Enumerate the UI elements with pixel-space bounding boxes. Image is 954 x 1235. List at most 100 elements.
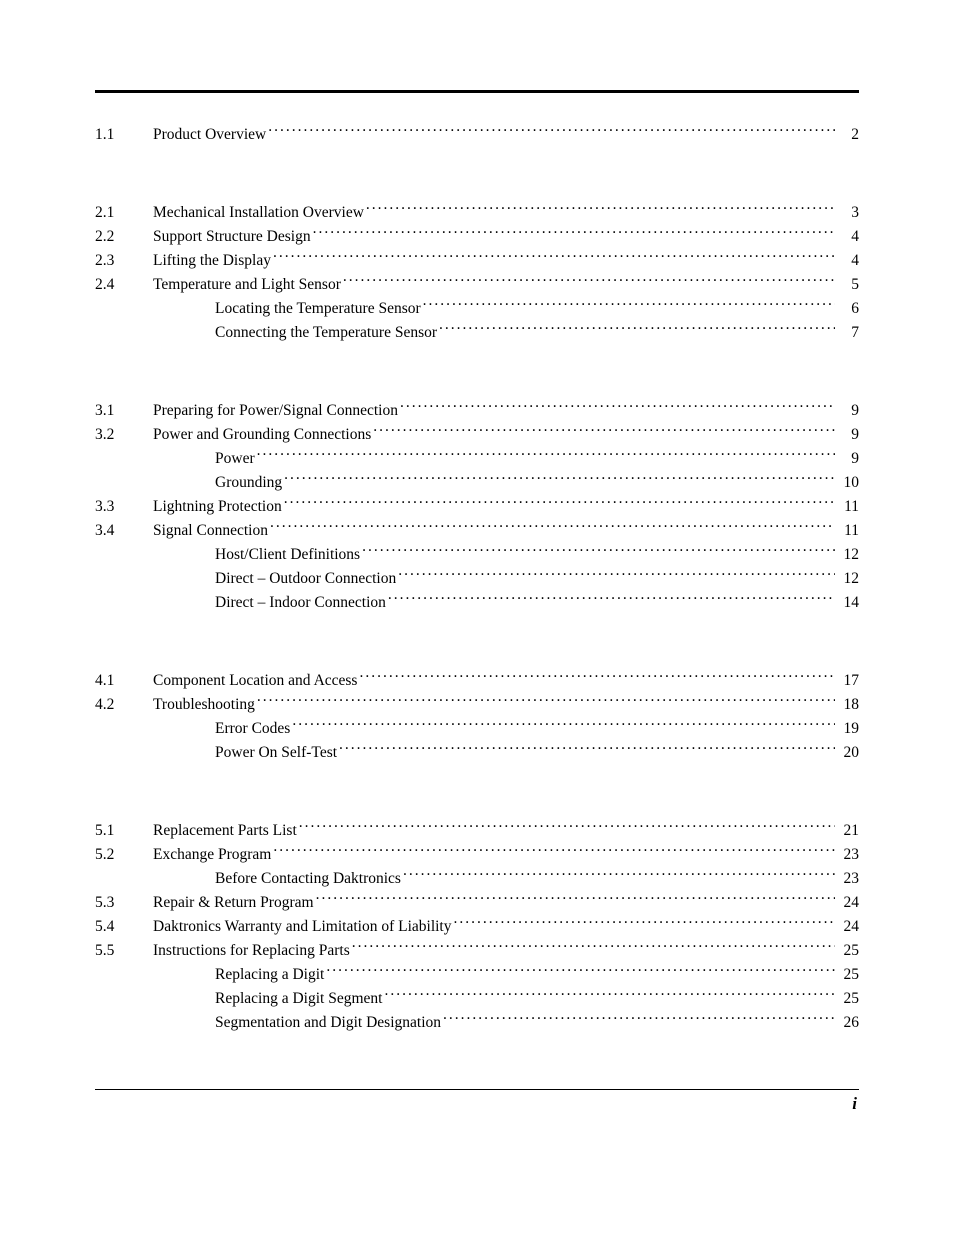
toc-entry-title: Replacing a Digit Segment [215, 987, 382, 1011]
toc-entry-title: Support Structure Design [153, 225, 311, 249]
toc-leader-dots [273, 844, 835, 860]
toc-entry-page: 18 [837, 693, 859, 717]
toc-leader-dots [257, 448, 835, 464]
toc-leader-dots [299, 820, 835, 836]
toc-entry-page: 11 [837, 495, 859, 519]
toc-entry-page: 5 [837, 273, 859, 297]
toc-entry-number: 4.1 [95, 669, 153, 693]
toc-leader-dots [423, 298, 835, 314]
toc-entry-page: 10 [837, 471, 859, 495]
toc-section: 3.1Preparing for Power/Signal Connection… [95, 399, 859, 615]
toc-leader-dots [326, 964, 835, 980]
toc-leader-dots [403, 868, 835, 884]
toc-entry-page: 4 [837, 249, 859, 273]
toc-leader-dots [284, 496, 835, 512]
toc-entry-title: Temperature and Light Sensor [153, 273, 341, 297]
toc-entry-title: Lightning Protection [153, 495, 282, 519]
toc-entry: Connecting the Temperature Sensor 7 [95, 321, 859, 345]
toc-entry-page: 2 [837, 123, 859, 147]
toc-entry-page: 19 [837, 717, 859, 741]
toc-leader-dots [359, 670, 835, 686]
toc-entry-page: 24 [837, 891, 859, 915]
toc-entry-page: 4 [837, 225, 859, 249]
toc-entry-title: Exchange Program [153, 843, 271, 867]
toc-entry-page: 25 [837, 987, 859, 1011]
toc-leader-dots [443, 1012, 835, 1028]
table-of-contents: 1.1Product Overview2 2.1Mechanical Instal… [95, 123, 859, 1035]
toc-entry-number: 3.1 [95, 399, 153, 423]
toc-section: 4.1Component Location and Access174.2Tro… [95, 669, 859, 765]
toc-entry-number: 3.4 [95, 519, 153, 543]
toc-entry-number: 3.2 [95, 423, 153, 447]
toc-entry: 5.4Daktronics Warranty and Limitation of… [95, 915, 859, 939]
toc-entry-title: Connecting the Temperature Sensor [215, 321, 437, 345]
toc-entry: 5.3Repair & Return Program24 [95, 891, 859, 915]
toc-entry-number: 1.1 [95, 123, 153, 147]
toc-entry: 3.3Lightning Protection11 [95, 495, 859, 519]
toc-leader-dots [388, 592, 835, 608]
toc-entry: Replacing a Digit25 [95, 963, 859, 987]
toc-entry: 4.2Troubleshooting 18 [95, 693, 859, 717]
toc-entry: 5.2Exchange Program23 [95, 843, 859, 867]
toc-entry: 3.1Preparing for Power/Signal Connection… [95, 399, 859, 423]
toc-leader-dots [400, 400, 835, 416]
toc-entry-page: 25 [837, 963, 859, 987]
toc-entry: 3.2Power and Grounding Connections9 [95, 423, 859, 447]
toc-entry-page: 7 [837, 321, 859, 345]
toc-entry-title: Error Codes [215, 717, 290, 741]
toc-entry: Power 9 [95, 447, 859, 471]
toc-entry-title: Host/Client Definitions [215, 543, 360, 567]
toc-leader-dots [292, 718, 835, 734]
toc-entry-title: Direct – Indoor Connection [215, 591, 386, 615]
toc-leader-dots [339, 742, 835, 758]
toc-entry-title: Daktronics Warranty and Limitation of Li… [153, 915, 452, 939]
toc-entry-title: Direct – Outdoor Connection [215, 567, 396, 591]
toc-entry-title: Locating the Temperature Sensor [215, 297, 421, 321]
toc-entry-number: 5.5 [95, 939, 153, 963]
toc-section: 2.1Mechanical Installation Overview32.2S… [95, 201, 859, 345]
toc-entry: 2.4Temperature and Light Sensor5 [95, 273, 859, 297]
toc-entry-page: 25 [837, 939, 859, 963]
toc-entry-title: Signal Connection [153, 519, 268, 543]
toc-leader-dots [343, 274, 835, 290]
toc-entry-number: 4.2 [95, 693, 153, 717]
toc-entry-title: Power [215, 447, 255, 471]
toc-leader-dots [454, 916, 836, 932]
toc-entry-title: Power On Self-Test [215, 741, 337, 765]
toc-leader-dots [273, 250, 835, 266]
toc-entry-title: Component Location and Access [153, 669, 357, 693]
toc-entry: Grounding10 [95, 471, 859, 495]
toc-leader-dots [270, 520, 835, 536]
toc-entry-page: 9 [837, 447, 859, 471]
toc-entry-title: Troubleshooting [153, 693, 255, 717]
toc-entry: Error Codes 19 [95, 717, 859, 741]
toc-entry-page: 3 [837, 201, 859, 225]
toc-entry: Replacing a Digit Segment 25 [95, 987, 859, 1011]
toc-leader-dots [384, 988, 835, 1004]
toc-entry: Host/Client Definitions12 [95, 543, 859, 567]
toc-section: 1.1Product Overview2 [95, 123, 859, 147]
toc-entry-number: 2.1 [95, 201, 153, 225]
toc-entry-page: 23 [837, 867, 859, 891]
toc-entry-title: Power and Grounding Connections [153, 423, 371, 447]
toc-entry-number: 5.4 [95, 915, 153, 939]
toc-leader-dots [284, 472, 835, 488]
toc-entry-title: Lifting the Display [153, 249, 271, 273]
toc-entry-title: Replacement Parts List [153, 819, 297, 843]
toc-entry-page: 24 [837, 915, 859, 939]
toc-leader-dots [398, 568, 835, 584]
toc-entry-page: 14 [837, 591, 859, 615]
toc-leader-dots [268, 124, 835, 140]
toc-entry: 3.4Signal Connection11 [95, 519, 859, 543]
toc-section: 5.1Replacement Parts List215.2Exchange P… [95, 819, 859, 1035]
toc-entry-page: 17 [837, 669, 859, 693]
toc-entry-page: 9 [837, 399, 859, 423]
bottom-horizontal-rule [95, 1089, 859, 1090]
toc-entry: 5.1Replacement Parts List21 [95, 819, 859, 843]
toc-entry-title: Preparing for Power/Signal Connection [153, 399, 398, 423]
toc-leader-dots [316, 892, 835, 908]
toc-leader-dots [352, 940, 835, 956]
toc-leader-dots [362, 544, 835, 560]
toc-leader-dots [373, 424, 835, 440]
toc-entry: Before Contacting Daktronics23 [95, 867, 859, 891]
